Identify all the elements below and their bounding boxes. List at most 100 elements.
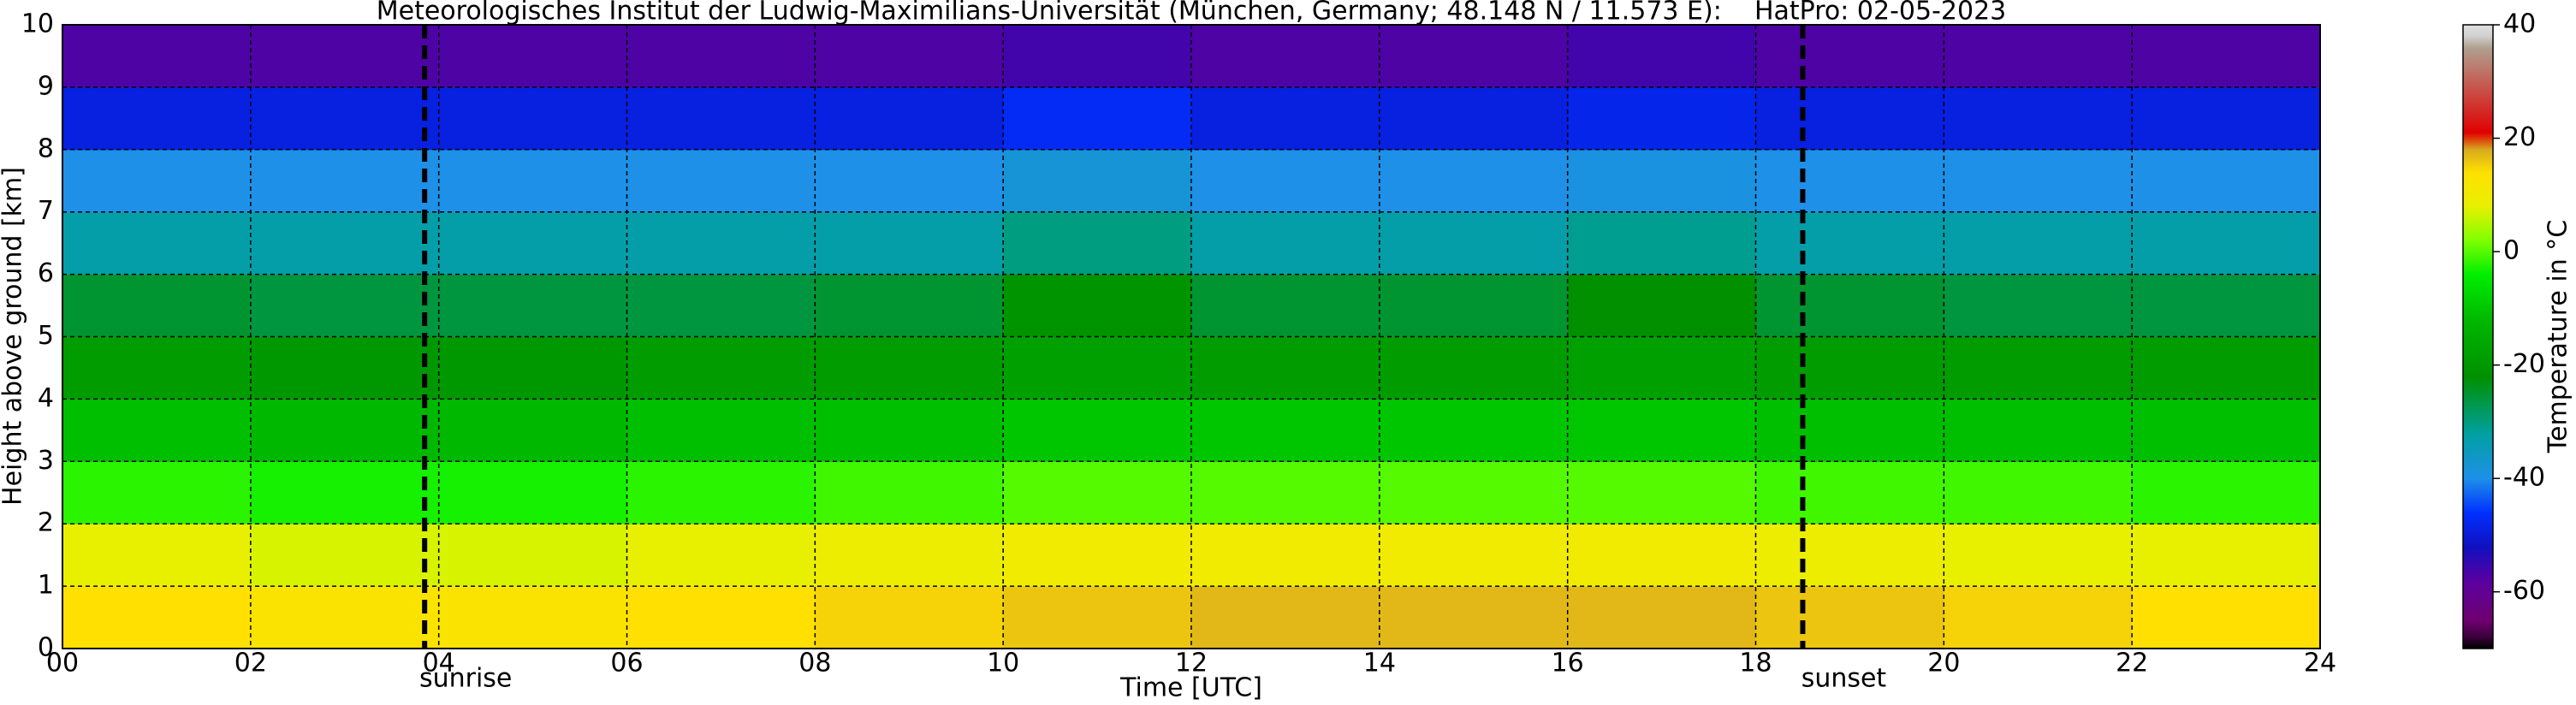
heat-cell [1379,86,1569,151]
heat-cell [438,149,627,213]
heat-cell [1944,399,2133,462]
heat-cell [1567,211,1756,275]
heat-cell [2132,274,2321,337]
plot-frame [62,24,2321,649]
colorbar-segment [2463,25,2493,37]
heat-cell [2132,149,2321,213]
heat-cell [1191,524,1380,587]
heat-cell [1755,461,1944,524]
heat-cell [1003,149,1192,213]
heat-cell [2132,586,2321,649]
heat-cell [815,25,1004,88]
heat-cell [1379,274,1569,337]
colorbar-segment [2463,274,2493,321]
heat-cell [626,336,816,400]
x-tick-label: 06 [610,649,643,678]
heat-cell [1567,399,1756,462]
x-tick-label: 22 [2116,649,2148,678]
heat-cell [62,211,252,275]
heat-cell [626,211,816,275]
heat-cell [62,336,252,400]
heat-cell [2132,524,2321,587]
heat-cell [62,524,252,587]
heat-cell [815,524,1004,587]
heat-cell [1191,461,1380,524]
colorbar-segment [2463,206,2493,241]
colorbar-segment [2463,478,2493,513]
x-tick-label: 24 [2304,649,2336,678]
heat-cell [1379,25,1569,88]
y-tick-label: 7 [38,196,54,226]
heat-cell [815,274,1004,337]
heat-cell [1003,399,1192,462]
heatmap [62,25,2321,649]
colorbar-tick-label: -20 [2503,349,2545,379]
heat-cell [438,399,627,462]
heat-cell [1944,25,2133,88]
heat-cell [815,211,1004,275]
y-tick-label: 9 [38,71,54,101]
heat-cell [815,586,1004,649]
y-tick-label: 8 [38,133,54,163]
heat-cell [1755,274,1944,337]
heat-cell [1567,274,1756,337]
y-tick-label: 5 [38,321,54,351]
y-tick-label: 3 [38,446,54,476]
colorbar-segment [2463,36,2493,49]
heat-cell [626,274,816,337]
x-tick-label: 12 [1175,649,1208,678]
x-tick-label: 18 [1739,649,1772,678]
heat-cell [1191,586,1380,649]
heat-cell [1379,461,1569,524]
heat-cell [62,399,252,462]
heat-cell [626,586,816,649]
chart-title: Meteorologisches Institut der Ludwig-Max… [377,0,2007,27]
colorbar-tick-label: -40 [2503,463,2545,493]
y-tick-label: 1 [38,571,54,601]
heat-cell [438,274,627,337]
heat-cell [1944,461,2133,524]
heat-cell [1003,336,1192,400]
colorbar-segment [2463,637,2493,649]
colorbar-segment [2463,172,2493,207]
heat-cell [250,211,440,275]
heat-cell [1379,586,1569,649]
colorbar-tick-label: 20 [2503,122,2536,152]
y-axis-label: Height above ground [km] [0,167,28,506]
heat-cell [1191,274,1380,337]
heat-cell [815,461,1004,524]
heat-cell [1567,586,1756,649]
y-tick-label: 4 [38,383,54,413]
heat-cell [1191,211,1380,275]
x-tick-label: 10 [987,649,1019,678]
heat-cell [1944,149,2133,213]
heat-cell [250,461,440,524]
heat-cell [1755,524,1944,587]
heat-cell [62,149,252,213]
heat-cell [815,399,1004,462]
heat-cell [62,586,252,649]
heat-cell [1379,211,1569,275]
heat-cell [1003,274,1192,337]
colorbar-segment [2463,149,2493,173]
x-tick-label: 16 [1552,649,1584,678]
heat-cell [626,524,816,587]
colorbar-segment [2463,376,2493,434]
x-tick-label: 20 [1927,649,1960,678]
colorbar-segment [2463,240,2493,275]
heat-cell [1755,399,1944,462]
colorbar-segment [2463,319,2493,377]
heat-cell [626,86,816,151]
heat-cell [1003,524,1192,587]
heat-cell [1944,524,2133,587]
heat-cell [1567,86,1756,151]
x-axis-label: Time [UTC] [1119,673,1262,703]
heat-cell [2132,25,2321,88]
heat-cell [438,524,627,587]
heat-cell [2132,211,2321,275]
heat-cell [1003,461,1192,524]
heat-cell [1944,586,2133,649]
heat-cell [626,149,816,213]
x-tick-label: 00 [46,649,79,678]
